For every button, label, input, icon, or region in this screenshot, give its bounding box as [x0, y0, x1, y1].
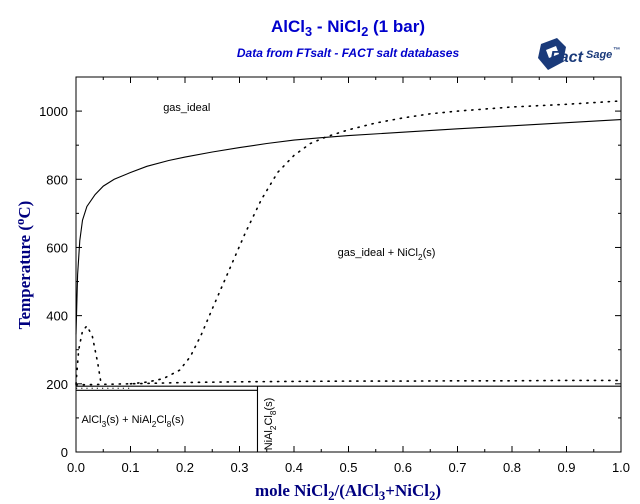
- x-tick-label: 0.0: [67, 460, 85, 475]
- plot-frame: [75, 76, 622, 453]
- logo-text-fact: Fact: [550, 49, 584, 66]
- y-tick-label: 0: [61, 445, 68, 460]
- y-tick-label: 800: [46, 172, 68, 187]
- plot-area: [75, 100, 622, 452]
- x-tick-label: 1.0: [612, 460, 630, 475]
- region-label-gas-ideal: gas_ideal: [163, 102, 210, 114]
- region-label-nial2cl8: NiAl2Cl8(s): [263, 398, 278, 451]
- x-tick-label: 0.3: [230, 460, 248, 475]
- factsage-logo: Fact Sage ™: [538, 38, 620, 70]
- solid-boundary-0: [75, 119, 622, 335]
- x-axis: 0.0 0.1 0.2 0.3 0.4 0.5 0.6 0.7 0.8 0.9 1.0: [67, 77, 630, 475]
- logo-text-sage: Sage: [586, 49, 612, 61]
- y-tick-label: 400: [46, 309, 68, 324]
- x-tick-label: 0.1: [121, 460, 139, 475]
- y-tick-label: 1000: [39, 104, 68, 119]
- x-tick-label: 0.8: [503, 460, 521, 475]
- y-tick-label: 200: [46, 377, 68, 392]
- region-labels: gas_ideal gas_ideal + NiCl2(s) AlCl3(s) + …: [81, 102, 435, 450]
- x-tick-label: 0.2: [176, 460, 194, 475]
- chart-subtitle: Data from FTsalt - FACT salt databases: [237, 46, 460, 60]
- y-axis-title: Temperature (oC): [13, 201, 34, 330]
- y-tick-label: 600: [46, 240, 68, 255]
- region-label-alcl3-nial2cl8: AlCl3(s) + NiAl2Cl8(s): [81, 414, 184, 429]
- x-tick-label: 0.9: [557, 460, 575, 475]
- dotted-boundary-1: [75, 324, 102, 385]
- x-axis-title: mole NiCl2/(AlCl3+NiCl2): [255, 481, 441, 503]
- x-tick-label: 0.6: [394, 460, 412, 475]
- region-label-gas-nicl2: gas_ideal + NiCl2(s): [338, 247, 436, 262]
- dotted-boundary-2: [129, 100, 622, 385]
- dotted-boundary-3: [75, 379, 622, 386]
- x-tick-label: 0.5: [339, 460, 357, 475]
- x-tick-label: 0.7: [448, 460, 466, 475]
- y-axis: 0 200 400 600 800 1000: [39, 104, 621, 460]
- chart-title: AlCl3 - NiCl2 (1 bar): [271, 17, 425, 39]
- logo-trademark: ™: [613, 47, 620, 54]
- x-tick-label: 0.4: [285, 460, 303, 475]
